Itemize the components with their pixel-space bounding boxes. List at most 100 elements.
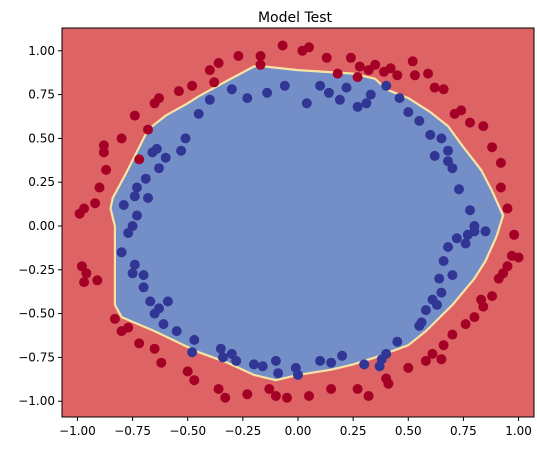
class-1-point — [454, 184, 464, 195]
class-1-point — [427, 294, 438, 305]
class-1-point — [242, 93, 253, 104]
class-0-point — [270, 391, 281, 401]
class-1-point — [460, 238, 471, 249]
x-tick-label: 0.50 — [395, 424, 422, 438]
class-0-point — [392, 70, 403, 81]
class-1-point — [290, 362, 301, 373]
class-0-point — [383, 378, 394, 389]
class-0-point — [79, 277, 90, 288]
class-1-point — [140, 173, 151, 184]
class-0-point — [189, 375, 200, 386]
y-tick-label: 0.75 — [28, 88, 55, 102]
class-1-point — [129, 259, 140, 270]
x-tick-label: −1.00 — [59, 424, 96, 438]
y-axis: −1.00 −0.75 −0.50 −0.25 0.00 0.25 0.50 0.75 1.00 — [18, 44, 62, 408]
class-0-point — [487, 142, 498, 153]
class-0-point — [469, 312, 480, 323]
class-1-point — [451, 233, 462, 244]
class-1-point — [143, 193, 153, 203]
class-1-point — [226, 84, 237, 95]
class-1-point — [414, 115, 425, 126]
class-1-point — [273, 368, 284, 379]
x-tick-label: −0.25 — [224, 424, 261, 438]
data-points — [74, 40, 524, 403]
class-1-point — [420, 305, 431, 316]
class-0-point — [487, 291, 498, 302]
y-tick-label: −1.00 — [18, 394, 55, 408]
class-1-point — [127, 268, 138, 279]
class-0-point — [407, 56, 418, 67]
class-0-point — [94, 182, 105, 193]
class-0-point — [438, 84, 449, 95]
class-1-point — [429, 150, 440, 161]
class-0-point — [363, 65, 374, 76]
class-0-point — [403, 362, 414, 373]
class-0-point — [509, 229, 520, 240]
class-1-point — [341, 82, 352, 93]
x-tick-label: 0.25 — [340, 424, 367, 438]
class-0-point — [513, 252, 524, 263]
class-0-point — [74, 208, 85, 219]
class-0-point — [495, 157, 506, 168]
class-1-point — [323, 87, 334, 98]
class-0-point — [149, 343, 160, 354]
y-tick-label: 0.25 — [28, 175, 55, 189]
class-1-point — [147, 147, 158, 158]
class-0-point — [220, 392, 231, 403]
class-1-point — [160, 152, 171, 163]
class-0-point — [409, 70, 420, 81]
class-0-point — [304, 42, 314, 53]
class-1-point — [436, 133, 447, 144]
class-1-point — [436, 287, 447, 298]
class-1-point — [116, 247, 127, 258]
class-0-point — [76, 261, 87, 272]
class-0-point — [173, 86, 184, 97]
class-0-point — [92, 275, 103, 286]
class-0-point — [213, 58, 224, 68]
class-0-point — [304, 391, 314, 401]
class-1-point — [326, 357, 337, 368]
class-1-point — [469, 221, 480, 231]
class-0-point — [209, 77, 220, 88]
class-1-point — [301, 98, 312, 109]
class-1-point — [189, 334, 200, 345]
class-1-point — [361, 98, 372, 109]
class-1-point — [215, 343, 226, 354]
class-1-point — [262, 87, 273, 98]
y-tick-label: −0.25 — [18, 263, 55, 277]
class-0-point — [420, 355, 431, 366]
class-0-point — [109, 313, 120, 324]
class-0-point — [98, 147, 109, 158]
class-1-point — [381, 348, 392, 359]
class-1-point — [337, 350, 348, 361]
class-1-point — [187, 347, 198, 358]
class-0-point — [438, 340, 449, 351]
class-0-point — [352, 72, 363, 83]
class-0-point — [321, 52, 332, 63]
class-0-point — [116, 326, 127, 337]
class-0-point — [502, 203, 513, 214]
class-0-point — [436, 354, 447, 365]
class-0-point — [465, 117, 475, 128]
class-0-point — [264, 384, 275, 394]
class-0-point — [282, 392, 292, 403]
class-1-point — [118, 200, 129, 210]
class-1-point — [193, 108, 204, 119]
class-0-point — [116, 133, 127, 144]
class-1-point — [352, 101, 363, 112]
class-0-point — [129, 110, 140, 121]
class-0-point — [423, 68, 434, 79]
class-1-point — [425, 129, 436, 140]
class-0-point — [98, 140, 109, 151]
class-1-point — [438, 256, 449, 266]
x-tick-label: 1.00 — [505, 424, 532, 438]
class-1-point — [334, 94, 345, 105]
class-0-point — [255, 51, 266, 61]
class-0-point — [449, 108, 460, 119]
class-0-point — [476, 294, 487, 305]
class-1-point — [443, 156, 453, 167]
class-0-point — [134, 338, 145, 349]
class-1-point — [365, 89, 376, 100]
inner-decision-region — [109, 65, 505, 382]
